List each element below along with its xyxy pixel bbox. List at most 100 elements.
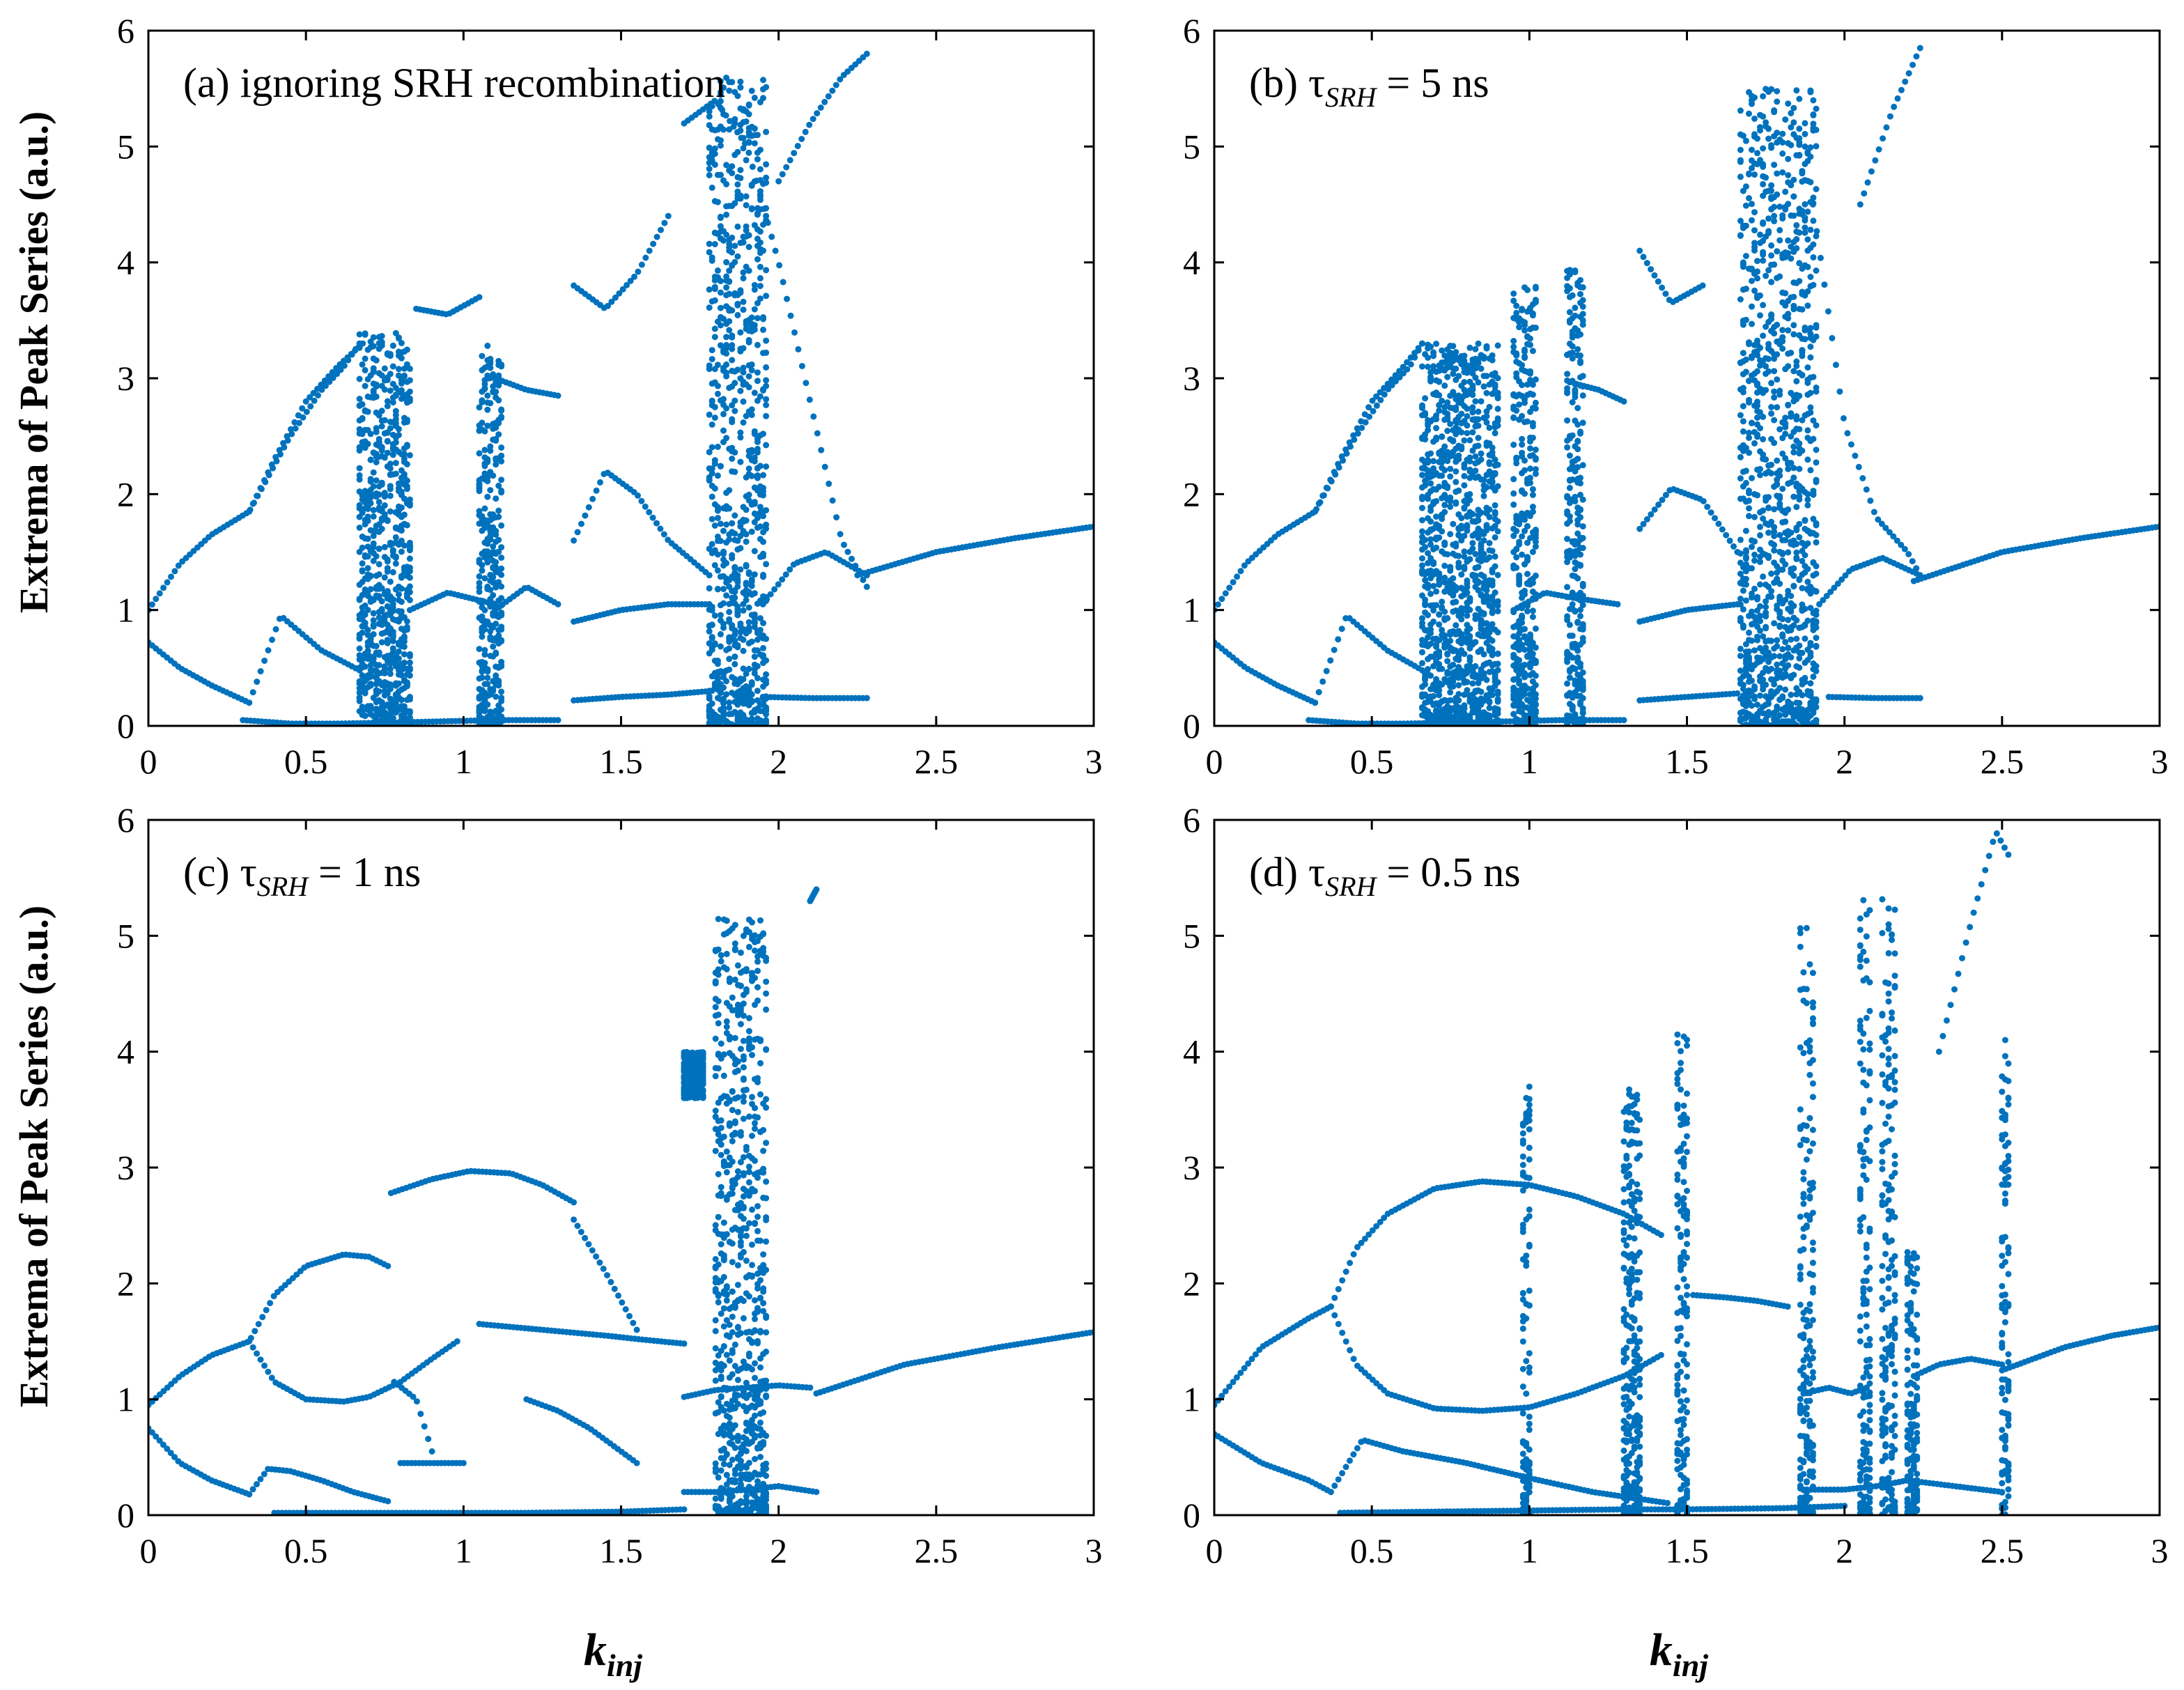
- data-point-a-b15: [802, 128, 809, 135]
- data-point-a-chaos2: [757, 193, 764, 200]
- data-point-a-b9: [653, 233, 660, 240]
- data-point-a-chaos2: [745, 373, 752, 380]
- data-point-b-b14: [1891, 103, 1898, 110]
- data-point-a-chaos2: [757, 206, 764, 213]
- data-point-a-chaos2: [711, 460, 718, 467]
- data-point-a-chaos2: [729, 555, 736, 561]
- data-point-a-chaos2: [714, 586, 721, 593]
- data-point-b-chaos1: [1519, 441, 1526, 448]
- data-point-a-chaos2: [751, 140, 758, 147]
- data-point-b-chaos0: [1433, 642, 1440, 648]
- data-point-a-chaos2: [711, 297, 718, 304]
- data-point-a-b15: [783, 164, 790, 171]
- data-point-a-b8: [555, 600, 562, 607]
- data-point-b-chaos1: [1510, 442, 1517, 448]
- data-point-b-chaos1: [1527, 335, 1533, 342]
- data-point-a-chaos0: [398, 527, 405, 534]
- data-point-b-chaos2: [1579, 710, 1586, 717]
- data-point-b-b3: [1331, 646, 1338, 653]
- data-point-a-b10: [646, 509, 653, 515]
- data-point-a-chaos2: [760, 573, 766, 580]
- data-point-a-chaos2: [737, 166, 744, 173]
- data-point-b-chaos2: [1577, 551, 1583, 558]
- data-point-a-chaos2: [745, 101, 752, 108]
- data-point-a-b13: [814, 430, 821, 437]
- data-point-a-chaos2: [754, 315, 761, 322]
- data-point-a-chaos0: [381, 543, 388, 550]
- data-point-b-chaos0: [1464, 430, 1471, 437]
- data-point-a-chaos0: [362, 663, 369, 670]
- data-point-b-b11: [1875, 516, 1882, 523]
- data-point-a-chaos0: [398, 608, 405, 615]
- data-point-a-chaos0: [401, 373, 408, 380]
- data-point-b-chaos0: [1444, 414, 1451, 421]
- data-point-b-chaos2: [1579, 545, 1586, 552]
- data-point-a-chaos1: [498, 444, 505, 451]
- data-point-a-chaos2: [748, 314, 755, 321]
- data-point-b-chaos1: [1529, 392, 1536, 398]
- data-point-b-b8: [1659, 497, 1666, 504]
- data-point-b-chaos2: [1572, 566, 1579, 573]
- y-tick-label-a: 4: [117, 243, 134, 282]
- data-point-a-b0: [288, 431, 295, 437]
- data-point-a-chaos2: [743, 670, 750, 677]
- data-point-b-chaos0: [1486, 712, 1493, 719]
- data-point-b-chaos0: [1441, 382, 1448, 389]
- data-point-a-chaos0: [381, 574, 388, 581]
- data-point-b-chaos1: [1532, 470, 1539, 477]
- data-point-b-chaos1: [1532, 447, 1539, 453]
- data-point-a-chaos0: [378, 447, 385, 453]
- data-point-a-chaos0: [403, 618, 410, 625]
- data-point-a-chaos0: [389, 399, 396, 406]
- data-point-a-chaos2: [757, 166, 764, 173]
- data-point-a-chaos2: [731, 530, 738, 537]
- data-point-b-chaos0: [1453, 479, 1459, 486]
- data-point-a-b1: [291, 419, 298, 426]
- data-point-a-chaos0: [389, 568, 396, 575]
- data-point-b-b11: [1859, 475, 1866, 481]
- data-point-b-chaos2: [1579, 284, 1586, 290]
- data-point-a-chaos2: [748, 578, 755, 585]
- data-point-a-chaos0: [392, 460, 399, 467]
- data-point-a-chaos2: [731, 120, 738, 127]
- data-point-a-chaos2: [751, 286, 758, 293]
- data-point-b-chaos0: [1458, 410, 1465, 417]
- data-point-a-chaos0: [384, 398, 391, 405]
- data-point-b-chaos2: [1574, 464, 1581, 471]
- data-point-b-chaos2: [1579, 719, 1586, 726]
- data-point-b-chaos0: [1439, 528, 1446, 535]
- data-point-a-b13: [727, 118, 734, 125]
- data-point-a-b9: [638, 261, 645, 268]
- data-point-a-chaos2: [714, 675, 721, 681]
- data-point-a-chaos1: [476, 557, 483, 564]
- data-point-a-chaos1: [498, 688, 505, 695]
- data-point-a-chaos1: [479, 633, 486, 640]
- data-point-a-chaos2: [731, 708, 738, 715]
- data-point-b-chaos1: [1516, 680, 1523, 687]
- data-point-b-b1: [1381, 385, 1388, 392]
- data-point-a-chaos0: [406, 583, 413, 590]
- data-point-b-chaos0: [1469, 429, 1476, 436]
- data-point-b-chaos0: [1475, 442, 1482, 449]
- x-tick-label-a: 0.5: [284, 742, 328, 781]
- data-point-a-chaos0: [364, 607, 371, 614]
- data-point-a-chaos0: [378, 333, 385, 339]
- data-point-b-b0: [1226, 584, 1233, 591]
- data-point-a-chaos0: [373, 459, 380, 465]
- data-point-a-b9: [642, 254, 649, 261]
- data-point-b-b1: [1373, 393, 1380, 400]
- data-point-a-chaos2: [711, 522, 718, 529]
- data-point-a-chaos0: [395, 366, 402, 373]
- data-point-b-chaos1: [1510, 290, 1517, 297]
- data-point-b-chaos0: [1469, 540, 1476, 547]
- data-point-a-chaos2: [708, 541, 715, 548]
- data-point-b-chaos2: [1572, 394, 1579, 401]
- data-point-a-chaos2: [731, 242, 738, 249]
- data-point-a-chaos2: [714, 382, 721, 389]
- data-point-a-chaos0: [370, 540, 377, 547]
- data-point-b-chaos0: [1464, 413, 1471, 419]
- data-point-b-chaos1: [1510, 532, 1517, 539]
- data-point-b-chaos2: [1579, 311, 1586, 318]
- data-point-a-chaos0: [359, 509, 366, 516]
- data-point-a-chaos0: [378, 608, 385, 615]
